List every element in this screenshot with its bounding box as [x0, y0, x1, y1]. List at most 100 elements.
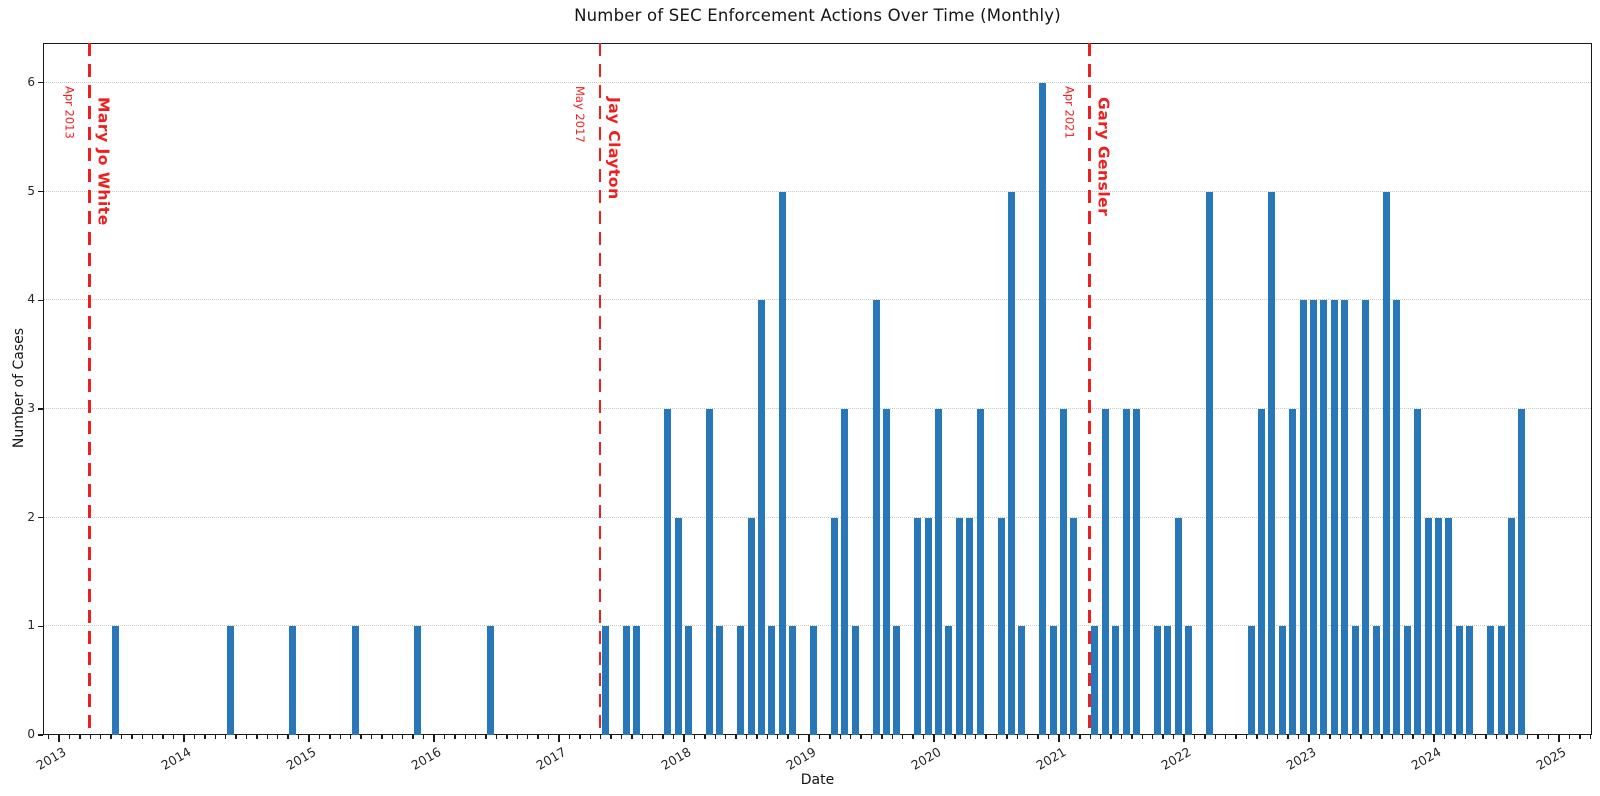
- x-tick-month: [599, 735, 602, 739]
- x-tick-month: [162, 735, 164, 739]
- bar-2024-07: [1497, 626, 1505, 735]
- x-tick-month: [1547, 735, 1550, 739]
- x-tick-month: [235, 735, 237, 739]
- x-tick-month: [1579, 735, 1581, 739]
- x-tick-month: [714, 735, 716, 739]
- bar-2024-01: [1435, 517, 1442, 735]
- x-tick-month: [954, 735, 956, 739]
- bar-2015-05: [351, 626, 359, 735]
- x-tick-month: [943, 735, 946, 739]
- x-tick-month: [1099, 735, 1102, 739]
- bar-2022-10: [1278, 626, 1286, 735]
- x-tick-year: [1183, 735, 1185, 742]
- y-tick-5: [38, 190, 43, 193]
- x-tick-month: [214, 735, 216, 739]
- x-tick-month: [1120, 735, 1123, 739]
- x-tick-month: [204, 735, 206, 739]
- event-line-1: [88, 43, 91, 735]
- x-tick-month: [1277, 735, 1279, 739]
- y-tick-label-3: 3: [27, 400, 35, 415]
- event-name-label: Mary Jo White: [94, 97, 113, 226]
- x-tick-month: [1204, 735, 1206, 739]
- bar-2021-02: [1070, 517, 1078, 735]
- bar-2023-10: [1403, 626, 1411, 735]
- x-tick-month: [131, 735, 133, 739]
- y-tick-6: [38, 82, 43, 84]
- bar-2023-07: [1372, 626, 1380, 735]
- x-tick-year: [1558, 735, 1560, 742]
- bar-2018-04: [716, 626, 724, 735]
- bar-2017-12: [674, 517, 682, 735]
- bar-2020-09: [1018, 626, 1026, 735]
- x-tick-month: [1006, 735, 1008, 739]
- bar-2018-03: [705, 408, 713, 735]
- x-tick-month: [631, 735, 633, 739]
- bar-2020-03: [955, 517, 963, 735]
- x-tick-year: [58, 735, 60, 742]
- bar-2020-02: [945, 626, 953, 735]
- bar-2022-11: [1289, 408, 1297, 735]
- gridline-y6: [44, 81, 1591, 83]
- bar-2019-08: [882, 408, 890, 735]
- x-tick-month: [360, 735, 362, 739]
- x-tick-month: [1245, 735, 1248, 739]
- y-axis-label: Number of Cases: [11, 327, 27, 449]
- x-tick-month: [266, 735, 269, 739]
- x-tick-month: [735, 735, 737, 739]
- x-tick-month: [1391, 735, 1394, 739]
- bar-2021-10: [1153, 626, 1161, 735]
- bar-2023-12: [1424, 517, 1432, 735]
- x-tick-month: [516, 735, 519, 739]
- x-tick-month: [1131, 735, 1133, 739]
- bar-2023-01: [1310, 300, 1317, 735]
- x-tick-month: [756, 735, 758, 739]
- x-tick-month: [1297, 735, 1300, 739]
- x-tick-month: [964, 735, 966, 739]
- x-tick-month: [1464, 735, 1466, 739]
- bar-2020-07: [997, 517, 1005, 735]
- x-tick-month: [870, 735, 873, 739]
- bar-2023-11: [1414, 408, 1422, 735]
- bar-2020-11: [1039, 82, 1047, 735]
- bar-2024-06: [1487, 626, 1495, 735]
- x-tick-month: [829, 735, 831, 739]
- x-tick-month: [1454, 735, 1456, 739]
- bar-2021-06: [1112, 626, 1120, 735]
- plot-area: [43, 43, 1592, 735]
- x-tick-month: [891, 735, 894, 739]
- y-tick-1: [38, 625, 43, 627]
- bar-2023-05: [1351, 626, 1359, 735]
- x-tick-month: [1360, 735, 1362, 739]
- x-tick-month: [1172, 735, 1175, 739]
- gridline-y3: [44, 407, 1591, 409]
- x-tick-month: [1516, 735, 1519, 739]
- bar-2019-01: [810, 626, 817, 735]
- x-tick-month: [1402, 735, 1404, 739]
- bar-2018-11: [789, 626, 797, 735]
- bar-2014-11: [289, 626, 297, 735]
- bar-2022-01: [1185, 626, 1192, 735]
- x-tick-month: [329, 735, 331, 739]
- x-tick-month: [902, 735, 904, 739]
- y-tick-4: [38, 299, 43, 301]
- x-tick-month: [506, 735, 508, 739]
- x-tick-month: [995, 735, 998, 739]
- x-tick-month: [985, 735, 987, 739]
- x-tick-month: [245, 735, 248, 739]
- bar-2021-05: [1101, 408, 1109, 735]
- x-tick-month: [1266, 735, 1269, 739]
- x-tick-month: [579, 735, 581, 739]
- x-tick-month: [1474, 735, 1477, 739]
- bar-2018-01: [685, 626, 692, 735]
- bar-2018-09: [768, 626, 776, 735]
- x-tick-month: [912, 735, 914, 739]
- bar-2018-07: [747, 517, 755, 735]
- x-tick-month: [610, 735, 612, 739]
- event-date-label: Apr 2021: [1062, 86, 1077, 139]
- x-tick-month: [1152, 735, 1154, 739]
- x-tick-month: [839, 735, 841, 739]
- x-tick-month: [1079, 735, 1081, 739]
- y-tick-label-6: 6: [27, 74, 35, 89]
- x-tick-month: [422, 735, 425, 739]
- x-tick-month: [110, 735, 112, 739]
